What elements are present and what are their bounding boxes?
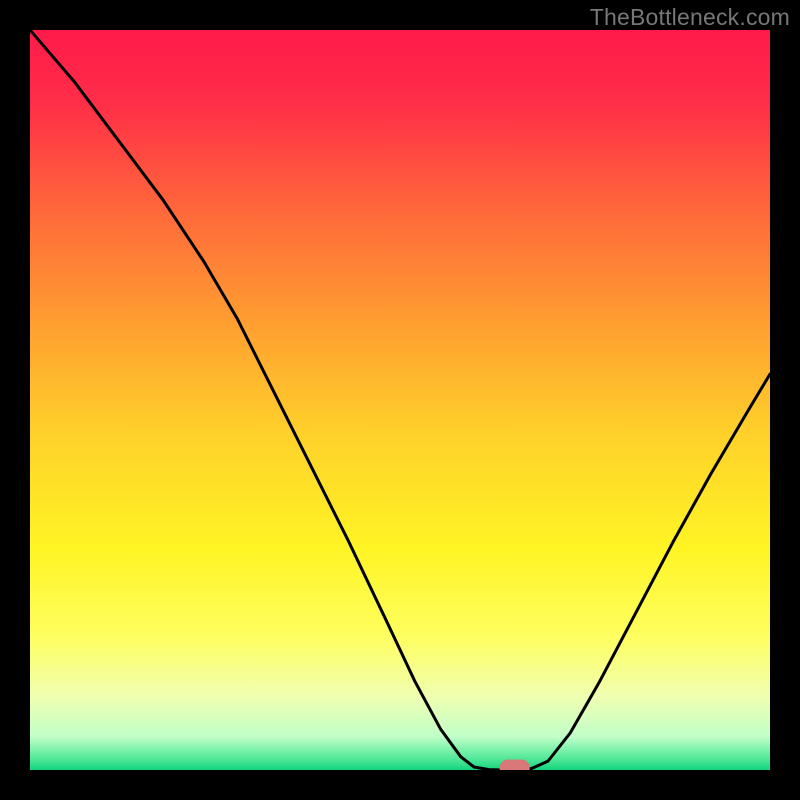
plot-area	[30, 30, 770, 770]
chart-frame: TheBottleneck.com	[0, 0, 800, 800]
watermark-text: TheBottleneck.com	[590, 4, 790, 31]
gradient-background	[30, 30, 770, 770]
optimal-marker	[500, 760, 530, 770]
chart-svg	[30, 30, 770, 770]
